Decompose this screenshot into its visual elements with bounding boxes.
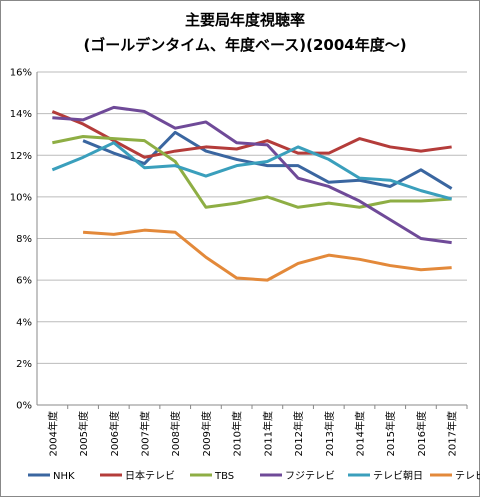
x-tick-label: 2011年度 bbox=[261, 411, 274, 456]
series-line bbox=[82, 228, 452, 282]
chart-title: 主要局年度視聴率 bbox=[185, 11, 305, 29]
x-tick-label: 2005年度 bbox=[77, 411, 90, 456]
x-tick-label: 2012年度 bbox=[292, 411, 305, 456]
x-tick-label: 2010年度 bbox=[231, 411, 244, 456]
series-line bbox=[82, 130, 453, 190]
legend-label: テレビ東京 bbox=[455, 469, 480, 482]
y-tick-label: 8% bbox=[16, 234, 32, 245]
x-tick-label: 2014年度 bbox=[354, 411, 367, 456]
legend-label: 日本テレビ bbox=[125, 469, 175, 482]
x-tick-label: 2004年度 bbox=[46, 411, 59, 456]
y-tick-label: 16% bbox=[10, 68, 32, 79]
y-tick-label: 0% bbox=[16, 401, 32, 412]
y-tick-label: 10% bbox=[10, 192, 32, 203]
x-tick-label: 2008年度 bbox=[169, 411, 182, 456]
series-line bbox=[51, 141, 453, 201]
x-tick-label: 2017年度 bbox=[446, 411, 459, 456]
y-tick-label: 2% bbox=[16, 359, 32, 370]
legend-label: フジテレビ bbox=[285, 470, 335, 482]
series-line bbox=[52, 105, 452, 245]
x-tick-label: 2006年度 bbox=[108, 411, 121, 456]
legend-label: テレビ朝日 bbox=[373, 470, 423, 482]
y-tick-label: 12% bbox=[10, 151, 32, 162]
legend-label: NHK bbox=[53, 471, 75, 482]
x-tick-label: 2016年度 bbox=[415, 411, 428, 456]
x-tick-label: 2015年度 bbox=[384, 411, 397, 456]
y-tick-label: 14% bbox=[10, 109, 32, 120]
legend-label: TBS bbox=[214, 471, 234, 482]
y-tick-label: 6% bbox=[16, 276, 32, 287]
chart-subtitle: (ゴールデンタイム、年度ベース)(2004年度～) bbox=[83, 36, 406, 54]
x-tick-label: 2013年度 bbox=[323, 411, 336, 456]
series-line bbox=[52, 135, 452, 209]
x-tick-label: 2009年度 bbox=[200, 411, 213, 456]
y-tick-label: 4% bbox=[16, 317, 32, 328]
x-tick-label: 2007年度 bbox=[139, 411, 152, 456]
